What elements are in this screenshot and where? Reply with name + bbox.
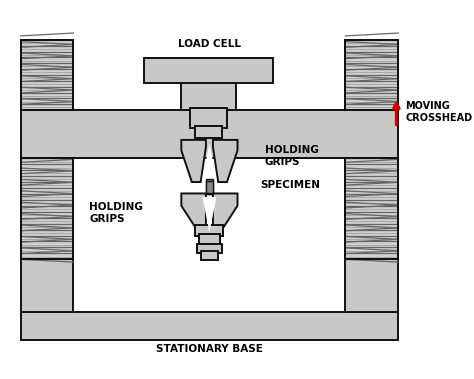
Bar [21, 40, 73, 110]
Bar [21, 40, 73, 110]
Text: STATIONARY BASE: STATIONARY BASE [156, 344, 263, 354]
Bar [190, 108, 227, 128]
Bar [206, 181, 213, 193]
Bar [346, 40, 398, 110]
Bar [207, 193, 212, 194]
Bar [346, 158, 398, 259]
Polygon shape [213, 140, 237, 182]
Bar [201, 251, 218, 260]
Bar [21, 110, 398, 158]
Bar [346, 158, 398, 259]
Bar [21, 40, 73, 110]
Bar [21, 40, 73, 110]
Bar [144, 58, 273, 83]
Bar [346, 259, 398, 312]
Text: MOVING
CROSSHEAD: MOVING CROSSHEAD [405, 101, 472, 123]
Bar [21, 158, 73, 259]
Bar [346, 40, 398, 110]
Bar [182, 83, 236, 110]
Polygon shape [202, 197, 217, 232]
Bar [195, 225, 223, 236]
Text: HOLDING
GRIPS: HOLDING GRIPS [89, 202, 143, 224]
Bar [21, 259, 73, 312]
Polygon shape [213, 193, 237, 236]
Text: LOAD CELL: LOAD CELL [178, 39, 241, 49]
Polygon shape [202, 143, 217, 179]
Bar [346, 40, 398, 110]
Bar [21, 158, 73, 259]
Bar [346, 158, 398, 259]
Text: HOLDING
GRIPS: HOLDING GRIPS [264, 145, 319, 166]
Bar [21, 158, 73, 259]
Bar [195, 126, 222, 138]
Bar [206, 179, 213, 194]
Text: SPECIMEN: SPECIMEN [260, 180, 320, 190]
Bar [346, 158, 398, 259]
Polygon shape [182, 193, 206, 236]
Bar [21, 312, 398, 340]
Bar [199, 234, 220, 244]
Bar [346, 40, 398, 110]
Polygon shape [182, 140, 206, 182]
Bar [21, 158, 73, 259]
Bar [197, 244, 222, 253]
